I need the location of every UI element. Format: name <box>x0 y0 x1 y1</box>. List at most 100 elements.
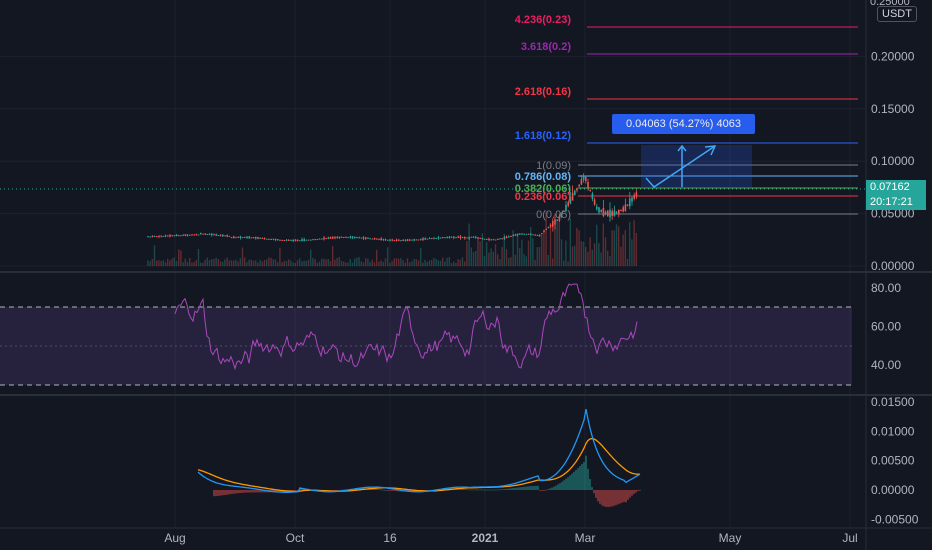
volume-bar <box>393 258 395 266</box>
volume-bar <box>519 248 521 266</box>
candle-body <box>200 232 202 235</box>
candle-body <box>620 209 622 212</box>
macd-histogram-bar <box>475 489 477 491</box>
macd-histogram-bar <box>215 490 217 497</box>
volume-bar <box>296 260 299 266</box>
macd-histogram-bar <box>483 489 485 491</box>
candle-body <box>310 239 312 241</box>
volume-bar <box>600 252 602 266</box>
candle-body <box>402 239 404 241</box>
macd-histogram-bar <box>343 489 345 491</box>
candle-body <box>244 236 246 238</box>
volume-bar <box>466 241 468 266</box>
macd-histogram-bar <box>533 485 535 490</box>
candle-body <box>459 236 462 239</box>
volume-bar <box>483 256 486 266</box>
candle-body <box>598 207 600 213</box>
fibonacci-labels: 4.236(0.23) 3.618(0.2) 2.618(0.16) 1.618(0.… <box>515 14 572 221</box>
candle-body <box>549 224 552 227</box>
volume-bar <box>301 261 303 266</box>
volume-bar <box>325 259 327 266</box>
candle-body <box>580 179 583 185</box>
volume-bar <box>547 255 549 266</box>
volume-bar <box>439 260 442 266</box>
candle-body <box>574 190 576 196</box>
macd-histogram-bar <box>631 490 633 496</box>
volume-bar <box>607 250 609 266</box>
macd-histogram-bar <box>221 490 223 496</box>
macd-axis[interactable]: 0.01500 0.01000 0.00500 0.00000 -0.00500 <box>871 395 919 526</box>
candle-body <box>505 236 508 238</box>
currency-button[interactable]: USDT <box>877 6 917 22</box>
candle-body <box>479 237 481 239</box>
macd-histogram-bar <box>607 490 609 507</box>
macd-histogram-bar <box>551 487 553 490</box>
volume-bar <box>314 259 316 266</box>
candle-body <box>591 193 594 200</box>
macd-histogram-bar <box>613 490 615 506</box>
candle-body <box>439 237 442 239</box>
macd-histogram-bar <box>345 489 347 491</box>
macd-histogram-bar <box>261 490 263 493</box>
candle-body <box>624 204 627 212</box>
last-price-tag: 0.07162 20:17:21 <box>866 180 926 210</box>
price-tick-label: 0.15000 <box>871 102 915 116</box>
volume-bar <box>620 246 622 266</box>
candle-body <box>224 235 226 237</box>
candle-body <box>279 239 281 241</box>
candle-body <box>633 195 635 199</box>
macd-histogram-bar <box>521 487 523 490</box>
candle-body <box>387 239 389 241</box>
volume-bar <box>382 261 384 266</box>
candle-body <box>208 233 211 235</box>
volume-bar <box>259 259 261 266</box>
candle-body <box>516 233 519 236</box>
macd-histogram-bar <box>565 478 567 490</box>
candle-body <box>237 236 239 238</box>
macd-histogram-bar <box>541 490 543 491</box>
volume-bar <box>420 248 422 266</box>
candle-body <box>285 239 288 241</box>
grid-lines <box>0 0 866 528</box>
candle-body <box>252 237 255 239</box>
rsi-line <box>174 283 638 371</box>
volume-bar <box>343 261 345 266</box>
macd-histogram-bar <box>231 490 233 494</box>
candle-body <box>151 235 154 238</box>
volume-bar <box>505 249 508 266</box>
time-axis[interactable]: Aug Oct 16 2021 Mar May Jul <box>164 531 857 545</box>
candle-body <box>455 237 457 239</box>
macd-histogram-bar <box>467 489 469 491</box>
volume-bar <box>613 230 615 266</box>
macd-tick-label: -0.00500 <box>871 512 919 526</box>
volume-bar <box>534 259 536 266</box>
candle-body <box>409 239 411 241</box>
volume-bar <box>180 250 182 266</box>
candle-body <box>358 237 360 239</box>
candle-body <box>422 238 424 241</box>
volume-bar <box>503 233 505 266</box>
candle-body <box>536 234 539 236</box>
candle-body <box>250 237 253 239</box>
macd-histogram-bar <box>257 490 259 493</box>
volume-bar <box>499 259 501 266</box>
candle-body <box>325 238 327 240</box>
volume-bar <box>618 226 620 266</box>
volume-bar <box>545 211 547 266</box>
volume-bar <box>490 248 492 266</box>
volume-bar <box>252 260 255 266</box>
candle-body <box>400 240 402 242</box>
volume-bar <box>492 251 494 266</box>
candle-body <box>323 237 325 240</box>
volume-bar <box>270 257 272 266</box>
volume-bar <box>292 262 294 266</box>
macd-histogram-bar <box>629 490 631 498</box>
macd-histogram-bar <box>339 489 341 491</box>
price-axis[interactable]: 0.20000 0.15000 0.10000 0.05000 0.00000 <box>871 49 915 273</box>
volume-bar <box>565 240 567 266</box>
rsi-axis[interactable]: 80.00 60.00 40.00 <box>871 281 901 372</box>
macd-tick-label: 0.00000 <box>871 483 915 497</box>
macd-histogram-bar <box>461 488 463 490</box>
macd-histogram-bar <box>277 490 279 492</box>
